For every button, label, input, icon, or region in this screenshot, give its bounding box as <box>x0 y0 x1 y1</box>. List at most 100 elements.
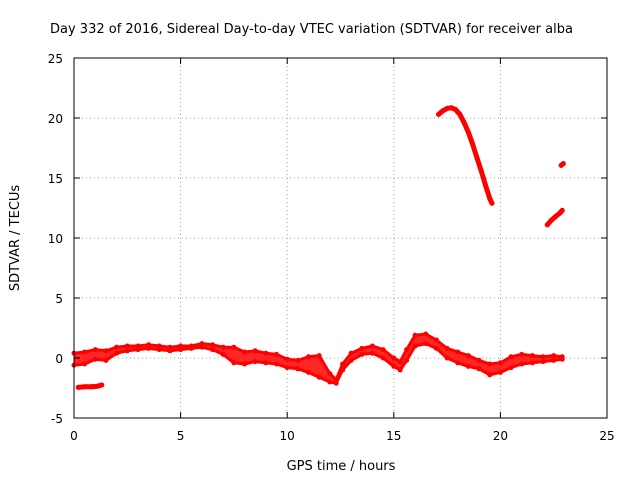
data-point <box>440 108 446 114</box>
data-point <box>124 348 130 354</box>
data-point <box>340 367 346 373</box>
data-point <box>549 217 555 223</box>
data-point <box>412 332 418 338</box>
data-point <box>397 367 403 373</box>
data-point <box>284 356 290 362</box>
x-tick-label: 15 <box>386 429 401 443</box>
data-point <box>560 161 566 167</box>
data-point <box>295 366 301 372</box>
data-point <box>103 357 109 363</box>
data-point <box>478 168 484 174</box>
data-point <box>252 359 258 365</box>
data-point <box>178 343 184 349</box>
data-point <box>156 343 162 349</box>
data-point <box>391 355 397 361</box>
data-point <box>487 195 493 201</box>
data-point <box>327 371 333 377</box>
data-point <box>380 347 386 353</box>
data-point <box>482 182 488 188</box>
data-point <box>551 357 557 363</box>
data-point <box>135 343 141 349</box>
data-point <box>444 105 450 111</box>
data-point <box>220 351 226 357</box>
data-point <box>448 105 454 111</box>
data-point <box>146 342 152 348</box>
data-point <box>476 366 482 372</box>
data-point <box>124 343 130 349</box>
data-point <box>433 345 439 351</box>
data-point <box>88 384 94 390</box>
data-point <box>199 344 205 350</box>
data-point <box>455 349 461 355</box>
data-point <box>380 355 386 361</box>
data-point <box>327 379 333 385</box>
data-point <box>231 360 237 366</box>
data-point <box>103 348 109 354</box>
data-point <box>404 357 410 363</box>
x-axis-title: GPS time / hours <box>287 459 396 474</box>
x-tick-label: 0 <box>70 429 78 443</box>
y-tick-label: 15 <box>48 172 63 186</box>
data-point <box>167 348 173 354</box>
chart-title: Day 332 of 2016, Sidereal Day-to-day VTE… <box>50 22 573 37</box>
data-point <box>529 353 535 359</box>
data-point <box>551 353 557 359</box>
data-point <box>284 365 290 371</box>
data-point <box>82 361 88 367</box>
data-point <box>263 350 269 356</box>
data-point <box>210 347 216 353</box>
data-point <box>470 141 476 147</box>
data-point <box>508 354 514 360</box>
data-point <box>476 357 482 363</box>
data-point <box>82 349 88 355</box>
data-point <box>210 342 216 348</box>
data-point <box>444 345 450 351</box>
data-point <box>340 361 346 367</box>
data-point <box>167 344 173 350</box>
data-point <box>94 383 100 389</box>
data-point <box>487 361 493 367</box>
data-point <box>178 347 184 353</box>
data-point <box>423 331 429 337</box>
data-point <box>465 353 471 359</box>
data-point <box>497 369 503 375</box>
data-point <box>519 351 525 357</box>
y-tick-label: 25 <box>48 52 63 66</box>
y-tick-label: 10 <box>48 232 63 246</box>
data-point <box>114 350 120 356</box>
data-point <box>540 354 546 360</box>
data-point <box>529 360 535 366</box>
data-point <box>348 350 354 356</box>
data-point <box>231 344 237 350</box>
data-point <box>453 107 459 113</box>
ticks-layer: 0 5 10 15 20 25 -5 0 5 10 15 20 25 <box>48 52 615 443</box>
data-point <box>369 343 375 349</box>
data-point <box>333 380 339 386</box>
y-tick-label: 20 <box>48 112 63 126</box>
x-tick-label: 25 <box>599 429 614 443</box>
data-point <box>461 120 467 126</box>
data-point <box>135 347 141 353</box>
data-point <box>444 355 450 361</box>
data-point <box>306 354 312 360</box>
data-point <box>489 200 495 206</box>
data-point <box>553 213 559 219</box>
data-point <box>316 353 322 359</box>
data-point <box>397 359 403 365</box>
data-point <box>188 345 194 351</box>
data-point <box>316 374 322 380</box>
data-point <box>404 347 410 353</box>
data-point <box>508 365 514 371</box>
data-point <box>497 360 503 366</box>
data-point <box>412 343 418 349</box>
x-tick-label: 10 <box>280 429 295 443</box>
data-point <box>455 360 461 366</box>
y-axis-title: SDTVAR / TECUs <box>8 185 23 292</box>
data-point <box>436 111 442 117</box>
data-point <box>274 351 280 357</box>
data-point <box>359 345 365 351</box>
data-point <box>92 356 98 362</box>
data-point <box>114 344 120 350</box>
data-point <box>99 382 105 388</box>
